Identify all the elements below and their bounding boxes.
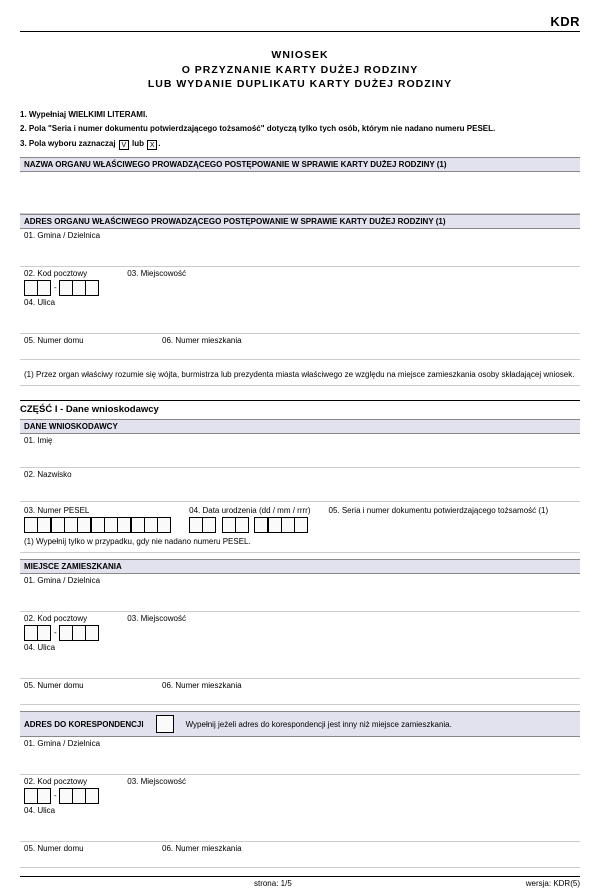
label-nrmiesz-2: 06. Numer mieszkania xyxy=(162,681,242,690)
label-ulica: 04. Ulica xyxy=(24,298,576,307)
instr-3: 3. Pola wyboru zaznaczaj V lub X. xyxy=(20,137,580,151)
korespond-hint: Wypełnij jeżeli adres do korespondencji … xyxy=(186,720,452,729)
label-miejsc: 03. Miejscowość xyxy=(127,269,186,278)
footnote-pesel: (1) Wypełnij tylko w przypadku, gdy nie … xyxy=(20,533,580,553)
label-gmina-2: 01. Gmina / Dzielnica xyxy=(24,576,576,585)
label-data: 04. Data urodzenia (dd / mm / rrrr) xyxy=(189,506,310,515)
label-gmina: 01. Gmina / Dzielnica xyxy=(24,231,576,240)
label-ulica-2: 04. Ulica xyxy=(24,643,576,652)
doc-code: KDR xyxy=(20,14,580,29)
title-line2: O PRZYZNANIE KARTY DUŻEJ RODZINY xyxy=(20,63,580,78)
label-nrdomu-2: 05. Numer domu xyxy=(24,681,134,690)
label-kod: 02. Kod pocztowy xyxy=(24,269,99,278)
header-organ-nazwa: NAZWA ORGANU WŁAŚCIWEGO PROWADZĄCEGO POS… xyxy=(20,157,580,172)
check-x-icon: X xyxy=(147,140,157,150)
label-seria: 05. Seria i numer dokumentu potwierdzają… xyxy=(329,506,549,515)
label-pesel: 03. Numer PESEL xyxy=(24,506,171,515)
label-kod-3: 02. Kod pocztowy xyxy=(24,777,99,786)
header-miejsce: MIEJSCE ZAMIESZKANIA xyxy=(20,559,580,574)
data-input[interactable] xyxy=(189,517,310,533)
label-nazwisko: 02. Nazwisko xyxy=(24,470,576,479)
check-v-icon: V xyxy=(119,140,129,150)
footer: strona: 1/5 wersja: KDR(5) xyxy=(20,876,580,888)
footnote-organ: (1) Przez organ właściwy rozumie się wój… xyxy=(20,360,580,386)
label-kod-2: 02. Kod pocztowy xyxy=(24,614,99,623)
label-miejsc-3: 03. Miejscowość xyxy=(127,777,186,786)
header-dane: DANE WNIOSKODAWCY xyxy=(20,419,580,434)
title-line3: LUB WYDANIE DUPLIKATU KARTY DUŻEJ RODZIN… xyxy=(20,77,580,92)
header-organ-adres: ADRES ORGANU WŁAŚCIWEGO PROWADZĄCEGO POS… xyxy=(20,214,580,229)
title-block: WNIOSEK O PRZYZNANIE KARTY DUŻEJ RODZINY… xyxy=(20,48,580,92)
kod-input[interactable]: - xyxy=(24,280,99,296)
instr-1: 1. Wypełniaj WIELKIMI LITERAMI. xyxy=(20,108,580,122)
label-gmina-3: 01. Gmina / Dzielnica xyxy=(24,739,576,748)
label-nrmiesz: 06. Numer mieszkania xyxy=(162,336,242,345)
korespond-checkbox[interactable] xyxy=(156,715,174,733)
title-line1: WNIOSEK xyxy=(20,48,580,63)
instructions: 1. Wypełniaj WIELKIMI LITERAMI. 2. Pola … xyxy=(20,108,580,151)
footer-page: strona: 1/5 xyxy=(254,879,292,888)
instr-2: 2. Pola "Seria i numer dokumentu potwier… xyxy=(20,122,580,136)
pesel-input[interactable] xyxy=(24,517,171,533)
kod-input-3[interactable]: - xyxy=(24,788,99,804)
footer-version: wersja: KDR(5) xyxy=(526,879,580,888)
top-bar: KDR xyxy=(20,14,580,32)
label-imie: 01. Imię xyxy=(24,436,576,445)
label-nrdomu: 05. Numer domu xyxy=(24,336,134,345)
section-czesc1: CZĘŚĆ I - Dane wnioskodawcy xyxy=(20,400,580,415)
header-korespond: ADRES DO KORESPONDENCJI Wypełnij jeżeli … xyxy=(20,711,580,737)
label-miejsc-2: 03. Miejscowość xyxy=(127,614,186,623)
kod-input-2[interactable]: - xyxy=(24,625,99,641)
organ-nazwa-area[interactable] xyxy=(20,172,580,214)
label-nrmiesz-3: 06. Numer mieszkania xyxy=(162,844,242,853)
label-ulica-3: 04. Ulica xyxy=(24,806,576,815)
label-nrdomu-3: 05. Numer domu xyxy=(24,844,134,853)
